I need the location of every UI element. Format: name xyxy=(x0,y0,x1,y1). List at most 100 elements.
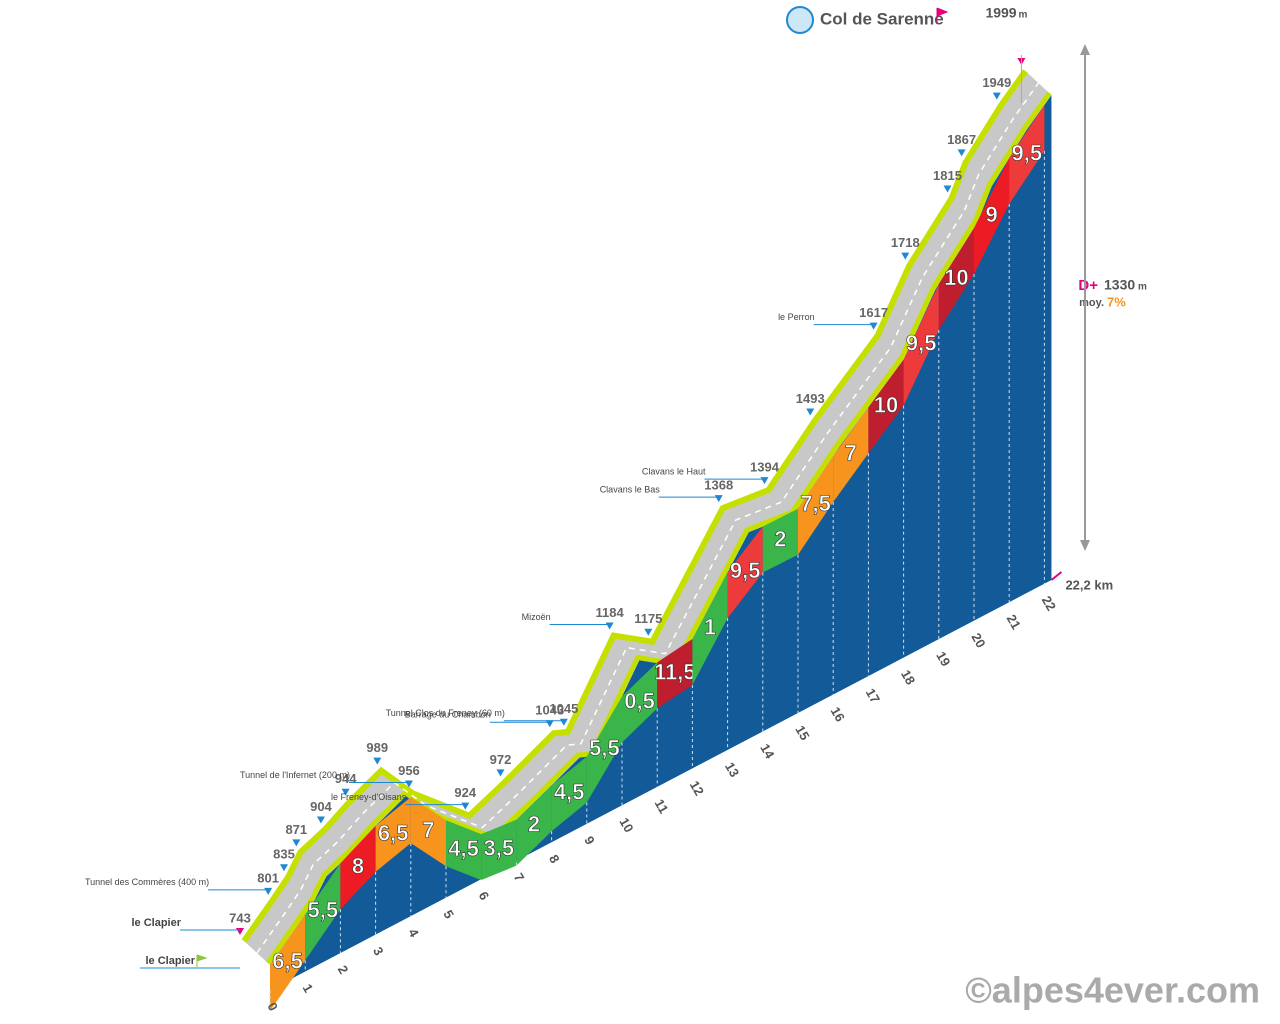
start-label: le Clapier xyxy=(145,955,195,967)
altitude-marker xyxy=(901,252,910,260)
gradient-label: 3,5 xyxy=(484,836,515,861)
gradient-label: 5,5 xyxy=(589,735,620,760)
gradient-label: 9 xyxy=(985,202,997,227)
altitude-label: 1043 xyxy=(535,703,564,718)
place-label: Tunnel des Commères (400 m) xyxy=(85,877,209,887)
gradient-segment xyxy=(903,284,939,406)
gradient-label: 10 xyxy=(944,265,968,290)
km-tick-label: 17 xyxy=(863,686,883,706)
watermark: ©alpes4ever.com xyxy=(965,970,1260,1011)
gradient-segment xyxy=(833,407,869,503)
km-tick-label: 18 xyxy=(898,667,918,687)
altitude-marker xyxy=(341,788,350,796)
km-tick-label: 16 xyxy=(828,704,848,724)
altitude-marker xyxy=(760,477,769,485)
altitude-marker xyxy=(373,757,382,765)
gradient-label: 6,5 xyxy=(272,948,303,973)
gain-value: 1330 xyxy=(1104,277,1135,293)
gradient-label: 5,5 xyxy=(308,898,339,923)
gradient-segment xyxy=(410,797,446,867)
altitude-marker xyxy=(806,408,815,416)
altitude-label: 1949 xyxy=(982,75,1011,90)
chart-title: Col de Sarenne xyxy=(820,9,944,28)
gradient-label: 0,5 xyxy=(624,688,655,713)
km-tick-label: 7 xyxy=(511,870,528,884)
altitude-label: 1493 xyxy=(796,391,825,406)
gradient-label: 6,5 xyxy=(378,820,409,845)
gradient-label: 9,5 xyxy=(1012,140,1043,165)
place-label: le Freney-d'Oisans xyxy=(331,792,407,802)
road-edge-far xyxy=(241,69,1028,943)
summit-icon xyxy=(786,6,814,34)
gradient-segment xyxy=(586,696,622,803)
distance-tick xyxy=(1050,571,1063,581)
km-tick-label: 21 xyxy=(1004,612,1024,632)
altitude-label: 1617 xyxy=(859,305,888,320)
gradient-segment xyxy=(1009,104,1045,205)
gradient-segment xyxy=(727,526,763,619)
altitude-label: 801 xyxy=(257,870,279,885)
km-tick-label: 14 xyxy=(757,741,778,762)
place-label: le Clapier xyxy=(131,917,181,929)
altitude-label: 1184 xyxy=(595,605,624,620)
km-tick-label: 19 xyxy=(933,649,953,669)
avg-label: moy. xyxy=(1079,297,1104,309)
km-tick-label: 20 xyxy=(968,630,988,650)
altitude-label: 1045 xyxy=(549,701,578,716)
gradient-segment xyxy=(375,797,411,872)
gradient-label: 9,5 xyxy=(906,331,937,356)
altitude-label: 904 xyxy=(310,799,332,814)
altitude-label: 956 xyxy=(398,763,420,778)
gradient-label: 4,5 xyxy=(554,780,585,805)
altitude-label: 924 xyxy=(454,785,476,800)
km-tick-label: 9 xyxy=(581,834,598,848)
gain-arrow xyxy=(1080,44,1090,551)
altitude-marker xyxy=(559,718,568,726)
gradient-label: 8 xyxy=(352,853,364,878)
gradient-segment xyxy=(868,359,904,454)
gain-label: D+ xyxy=(1078,277,1098,294)
gradient-label: 7 xyxy=(422,817,434,842)
distance-label: 22,2 km xyxy=(1065,577,1113,592)
place-label: Clavans le Bas xyxy=(600,484,661,494)
km-tick-label: 10 xyxy=(616,815,636,835)
start-flag xyxy=(196,954,208,967)
altitude-label: 1718 xyxy=(891,235,920,250)
altitude-marker xyxy=(957,149,966,157)
km-tick-label: 2 xyxy=(335,963,352,977)
altitude-label: 989 xyxy=(366,740,388,755)
gradient-segment xyxy=(974,158,1010,275)
km-tick-label: 1 xyxy=(300,981,317,995)
altitude-marker xyxy=(280,864,288,872)
gradient-segment xyxy=(481,819,517,881)
altitude-marker xyxy=(236,928,244,935)
place-label: le Perron xyxy=(778,312,815,322)
road-centre xyxy=(256,82,1040,954)
altitude-label: 1394 xyxy=(750,460,780,475)
altitude-marker xyxy=(992,92,1001,100)
gradient-segment xyxy=(798,456,834,555)
place-label: Clavans le Haut xyxy=(642,466,706,476)
km-tick-label: 3 xyxy=(370,944,387,958)
km-tick-label: 22 xyxy=(1039,593,1059,613)
gradient-segment xyxy=(762,508,798,573)
place-label: Tunnel de l'Infernet (200 m) xyxy=(240,770,350,780)
km-tick-label: 8 xyxy=(546,852,563,866)
altitude-marker xyxy=(316,816,325,824)
altitude-label: 1175 xyxy=(634,611,662,626)
km-tick-label: 5 xyxy=(440,907,457,921)
altitude-marker xyxy=(943,185,952,193)
km-tick-label: 11 xyxy=(652,797,672,816)
km-tick-label: 0 xyxy=(264,1000,281,1014)
summit-flag xyxy=(936,7,949,24)
gradient-segment xyxy=(446,820,482,881)
gradient-segment xyxy=(270,914,306,1011)
altitude-label: 835 xyxy=(273,847,295,862)
altitude-label: 1815 xyxy=(933,168,962,183)
place-label: Tunnel Clos du Freney (60 m) xyxy=(386,708,505,718)
gradient-segment xyxy=(340,825,376,910)
gradient-label: 9,5 xyxy=(730,558,761,583)
place-label: Mizoën xyxy=(522,612,551,622)
altitude-label: 871 xyxy=(285,822,307,837)
